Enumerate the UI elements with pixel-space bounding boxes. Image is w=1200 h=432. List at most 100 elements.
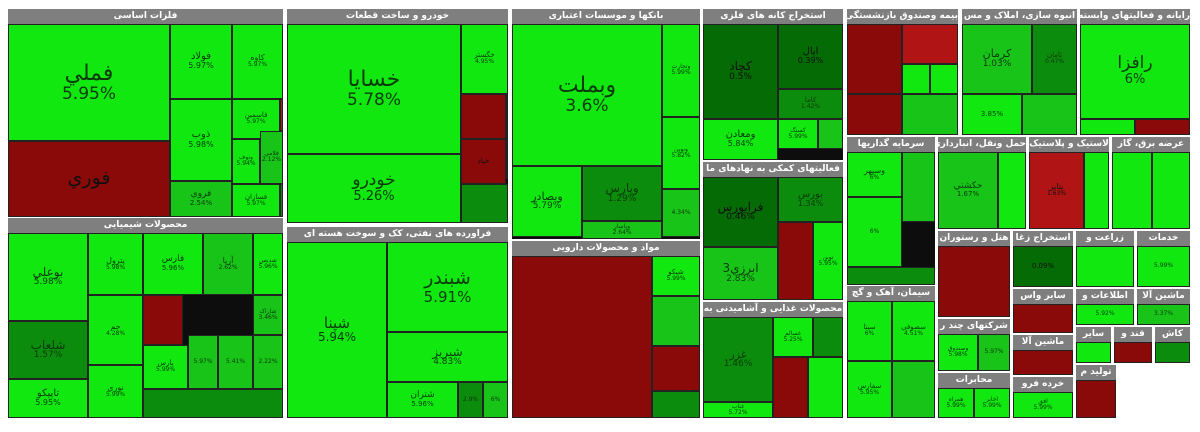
stock-tile[interactable]: ومعادن 5.84% — [703, 119, 778, 160]
stock-tile[interactable] — [938, 246, 1010, 317]
stock-tile[interactable]: رافزا 6% — [1080, 24, 1190, 119]
stock-tile[interactable]: خسايا 5.78% — [287, 24, 461, 154]
sector-title[interactable]: سیمان، آهک و گچ — [847, 286, 935, 301]
stock-tile[interactable] — [1112, 152, 1152, 229]
stock-tile[interactable] — [280, 184, 283, 217]
stock-tile[interactable]: فروي 2.54% — [170, 181, 232, 217]
stock-tile[interactable]: فولاد 5.97% — [170, 24, 232, 99]
stock-tile[interactable]: ونوف 5.94% — [232, 139, 260, 184]
sector-title[interactable]: حمل ونقل، انبارداري — [938, 137, 1026, 152]
stock-tile[interactable]: خگستر 4.95% — [461, 24, 508, 94]
stock-tile[interactable] — [1135, 119, 1190, 135]
stock-tile[interactable] — [998, 152, 1026, 229]
stock-tile[interactable]: وپارس 1.29% — [582, 166, 662, 221]
stock-tile[interactable] — [461, 184, 508, 223]
stock-tile[interactable]: شديس 5.96% — [253, 233, 283, 295]
stock-tile[interactable] — [1152, 152, 1190, 229]
sector-title[interactable]: استخراج زغا — [1013, 231, 1073, 246]
stock-tile[interactable]: اخابر 5.99% — [974, 388, 1010, 418]
stock-tile[interactable]: خپاد — [461, 139, 506, 184]
stock-tile[interactable]: 5.97% — [978, 334, 1010, 371]
stock-tile[interactable]: غزر 1.46% — [703, 317, 773, 402]
stock-tile[interactable]: غناب 5.72% — [703, 402, 773, 418]
sector-title[interactable]: عرضه برق، گاز — [1112, 137, 1190, 152]
stock-tile[interactable]: وصندوق 5.98% — [938, 334, 978, 371]
stock-tile[interactable]: 5.97% — [188, 335, 218, 389]
stock-tile[interactable] — [778, 222, 813, 300]
stock-tile[interactable]: شلعاب 1.57% — [8, 321, 88, 379]
stock-tile[interactable]: نوين 5.95% — [813, 222, 843, 300]
stock-tile[interactable]: 5.92% — [1076, 304, 1134, 325]
stock-tile[interactable]: شيکو 5.99% — [652, 256, 700, 296]
stock-tile[interactable]: 6% — [483, 382, 508, 418]
stock-tile[interactable]: پارس 5.99% — [143, 345, 188, 389]
stock-tile[interactable]: فلامي 2.12% — [260, 131, 283, 184]
stock-tile[interactable]: فرابورس 0.46% — [703, 177, 778, 247]
stock-tile[interactable]: 4.34% — [662, 189, 700, 237]
stock-tile[interactable]: ابرزي3 2.83% — [703, 247, 778, 300]
stock-tile[interactable]: غسالم 5.25% — [773, 317, 813, 357]
stock-tile[interactable]: خاهن2.79% — [506, 139, 508, 179]
stock-tile[interactable]: 3.85% — [962, 94, 1022, 135]
sector-title[interactable]: کاش — [1155, 327, 1190, 342]
stock-tile[interactable] — [902, 64, 930, 94]
stock-tile[interactable]: ونوين 5.82% — [662, 117, 700, 189]
stock-tile[interactable] — [1114, 342, 1152, 363]
stock-tile[interactable]: فسازان 5.97% — [232, 184, 280, 217]
stock-tile[interactable] — [280, 99, 283, 131]
stock-tile[interactable] — [1076, 380, 1116, 418]
sector-title[interactable]: بانکها و موسسات اعتباری — [512, 9, 700, 24]
sector-title[interactable]: زراعت و — [1076, 231, 1134, 246]
stock-tile[interactable]: بورس 1.34% — [778, 177, 843, 222]
stock-tile[interactable]: شبندر 5.91% — [387, 242, 508, 332]
stock-tile[interactable]: سيتا 6% — [847, 301, 892, 361]
stock-tile[interactable]: کچاد 0.5% — [703, 24, 778, 119]
sector-title[interactable]: محابرات — [938, 373, 1010, 388]
sector-title[interactable]: اطلاعات و — [1076, 289, 1134, 304]
stock-tile[interactable]: جم 4.28% — [88, 295, 143, 365]
stock-tile[interactable] — [847, 267, 935, 285]
sector-title[interactable]: تولید م — [1076, 365, 1116, 380]
stock-tile[interactable]: وسپهر 6% — [847, 152, 902, 197]
sector-title[interactable]: هتل و رستوران — [938, 231, 1010, 246]
stock-tile[interactable]: 3.37% — [1137, 304, 1190, 325]
stock-tile[interactable]: بوعلي 5.98% — [8, 233, 88, 321]
sector-title[interactable]: محصولات شیمیایی — [8, 218, 283, 233]
stock-tile[interactable]: وبملت 3.6% — [512, 24, 662, 166]
stock-tile[interactable] — [1155, 342, 1190, 363]
stock-tile[interactable]: پتاير 1.63% — [1029, 152, 1084, 229]
stock-tile[interactable] — [652, 346, 700, 391]
stock-tile[interactable] — [1013, 304, 1073, 333]
stock-tile[interactable] — [1076, 342, 1111, 363]
sector-title[interactable]: خرده فرو — [1013, 377, 1073, 392]
stock-tile[interactable]: ثامان 0.47% — [1032, 24, 1077, 94]
stock-tile[interactable]: 5.99% — [1137, 246, 1190, 287]
stock-tile[interactable] — [813, 317, 843, 357]
sector-title[interactable]: ماشین آلا — [1137, 289, 1190, 304]
sector-title[interactable]: فراورده های نفتی، کک و سوخت هسته ای — [287, 227, 508, 242]
stock-tile[interactable]: وبصادر 5.79% — [512, 166, 582, 237]
stock-tile[interactable]: فوري — [8, 141, 170, 217]
stock-tile[interactable] — [847, 24, 902, 94]
sector-title[interactable]: استخراج کانه های فلزی — [703, 9, 843, 24]
sector-title[interactable]: انبوه سازی، املاک و مس — [962, 9, 1077, 24]
stock-tile[interactable]: فملي 5.95% — [8, 24, 170, 141]
stock-tile[interactable]: شبريز 4.83% — [387, 332, 508, 382]
stock-tile[interactable]: سصوفي 4.51% — [892, 301, 935, 361]
stock-tile[interactable]: فارس 5.96% — [143, 233, 203, 295]
stock-tile[interactable] — [808, 357, 843, 418]
stock-tile[interactable] — [143, 295, 183, 345]
stock-tile[interactable]: نوري 5.99% — [88, 365, 143, 418]
sector-title[interactable]: قند و — [1114, 327, 1152, 342]
stock-tile[interactable] — [512, 256, 652, 418]
stock-tile[interactable]: کاوه 5.97% — [232, 24, 283, 99]
stock-tile[interactable] — [652, 296, 700, 346]
stock-tile[interactable]: کاما 1.42% — [778, 89, 843, 119]
stock-tile[interactable] — [818, 119, 843, 149]
sector-title[interactable]: سایر — [1076, 327, 1111, 342]
sector-title[interactable]: رایانه و فعالیتهای وابسته — [1080, 9, 1190, 24]
sector-title[interactable]: سرمایه گذاریها — [847, 137, 935, 152]
sector-title[interactable]: سایر واس — [1013, 289, 1073, 304]
sector-title[interactable]: مواد و محصولات دارویی — [512, 241, 700, 256]
stock-tile[interactable]: ذوب 5.98% — [170, 99, 232, 181]
